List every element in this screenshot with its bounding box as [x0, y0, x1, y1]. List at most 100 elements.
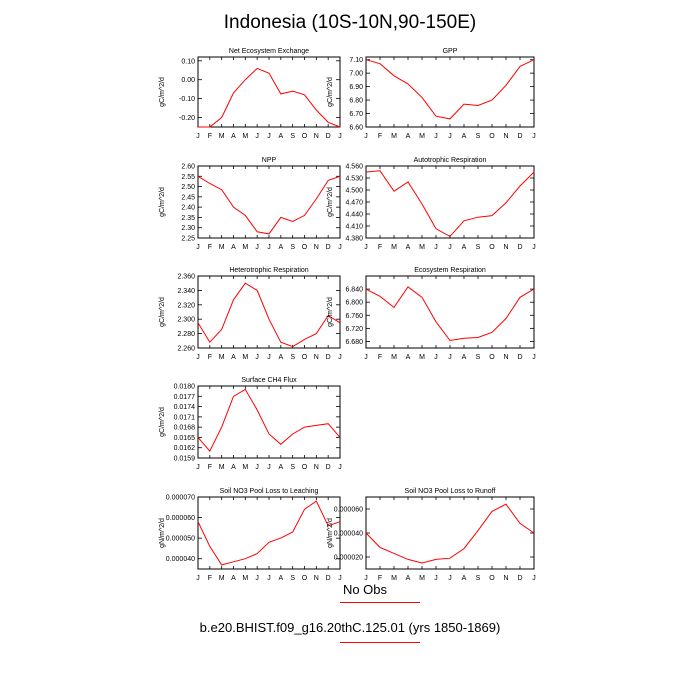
y-tick-label: 0.0180	[174, 384, 196, 391]
y-axis-label: gC/m^2/d	[327, 187, 334, 217]
y-tick-label: 6.680	[345, 339, 363, 346]
x-tick-label: N	[314, 575, 319, 582]
y-axis-label: gC/m^2/d	[159, 77, 166, 107]
x-tick-label: A	[278, 133, 283, 140]
x-tick-label: J	[196, 244, 200, 251]
x-tick-label: A	[406, 575, 411, 582]
series-line	[365, 170, 535, 238]
y-tick-label: 4.380	[345, 236, 363, 243]
plot-frame	[197, 385, 341, 459]
x-tick-label: J	[448, 133, 452, 140]
x-tick-label: J	[255, 464, 259, 471]
x-tick-label: J	[434, 244, 438, 251]
x-tick-label: J	[267, 575, 271, 582]
plot-frame	[365, 165, 535, 239]
x-tick-label: S	[476, 354, 481, 361]
panel-title: NPP	[262, 157, 277, 164]
chart-panel-1: Net Ecosystem Exchange gC/m^2/d 0.10 0.00 -0…	[159, 48, 342, 140]
y-tick-label: 0.000020	[334, 555, 363, 562]
y-tick-label: 0.0168	[174, 425, 196, 432]
x-tick-label: J	[434, 575, 438, 582]
x-tick-label: J	[364, 575, 368, 582]
y-tick-label: 0.0177	[174, 394, 196, 401]
chart-panel-6: Ecosystem Respiration gC/m^2/d 6.840 6.800 6…	[327, 267, 536, 361]
x-tick-label: J	[448, 354, 452, 361]
x-tick-label: J	[338, 244, 342, 251]
x-tick-label: S	[290, 354, 295, 361]
x-tick-label: J	[196, 354, 200, 361]
x-tick-label: N	[314, 244, 319, 251]
x-tick-label: J	[338, 133, 342, 140]
x-tick-label: O	[489, 354, 495, 361]
x-tick-label: A	[406, 244, 411, 251]
plot-frame	[197, 56, 341, 128]
x-tick-label: M	[219, 354, 225, 361]
y-tick-label: 6.720	[345, 326, 363, 333]
y-tick-label: 4.530	[345, 176, 363, 183]
series-line	[365, 59, 535, 120]
x-tick-label: O	[489, 244, 495, 251]
x-tick-label: M	[219, 133, 225, 140]
x-tick-label: J	[338, 354, 342, 361]
y-tick-label: 0.0171	[174, 414, 196, 421]
x-tick-label: J	[196, 464, 200, 471]
x-tick-label: F	[208, 133, 212, 140]
y-tick-label: 0.000070	[166, 495, 195, 502]
panel-title: Autotrophic Respiration	[414, 157, 487, 164]
x-tick-label: O	[302, 464, 308, 471]
chart-panel-7: Surface CH4 Flux gC/m^2/d 0.0180 0.0177 0.01…	[159, 377, 342, 471]
y-tick-label: 0.000060	[166, 515, 195, 522]
panel-title: Net Ecosystem Exchange	[229, 48, 309, 55]
x-tick-label: A	[231, 354, 236, 361]
x-tick-label: N	[503, 575, 508, 582]
y-tick-label: 7.00	[349, 71, 363, 78]
x-tick-label: M	[242, 354, 248, 361]
x-tick-label: A	[278, 244, 283, 251]
y-axis-label: gC/m^2/d	[159, 187, 166, 217]
x-tick-label: A	[406, 133, 411, 140]
x-tick-label: M	[242, 133, 248, 140]
series-line	[197, 175, 341, 235]
x-tick-label: D	[326, 133, 331, 140]
x-tick-label: N	[503, 133, 508, 140]
x-tick-label: A	[462, 133, 467, 140]
y-tick-label: 4.470	[345, 200, 363, 207]
y-axis-label: gC/m^2/d	[159, 297, 166, 327]
y-tick-label: 2.55	[181, 174, 195, 181]
x-tick-label: D	[517, 575, 522, 582]
panel-title: Ecosystem Respiration	[414, 267, 486, 274]
x-tick-label: D	[517, 354, 522, 361]
x-tick-label: D	[326, 244, 331, 251]
x-tick-label: A	[406, 354, 411, 361]
y-tick-label: 2.280	[177, 331, 195, 338]
chart-panel-9: Soil NO3 Pool Loss to Runoff gN/m^2/d0.00…	[327, 488, 536, 582]
x-tick-label: S	[476, 244, 481, 251]
x-tick-label: J	[448, 244, 452, 251]
plot-frame	[197, 275, 341, 349]
series-line	[197, 282, 341, 348]
x-tick-label: M	[419, 244, 425, 251]
x-tick-label: S	[290, 133, 295, 140]
y-tick-label: 2.25	[181, 236, 195, 243]
x-tick-label: M	[242, 464, 248, 471]
x-tick-label: F	[208, 244, 212, 251]
panel-title: Surface CH4 Flux	[241, 377, 297, 384]
y-tick-label: 7.10	[349, 57, 363, 64]
x-tick-label: S	[476, 133, 481, 140]
x-tick-label: J	[255, 575, 259, 582]
x-tick-label: N	[314, 464, 319, 471]
chart-panel-4: Autotrophic Respiration gC/m^2/d 4.560 4.53…	[327, 157, 536, 251]
x-tick-label: J	[196, 133, 200, 140]
x-tick-label: A	[231, 464, 236, 471]
series-line	[197, 500, 341, 566]
y-tick-label: 2.50	[181, 184, 195, 191]
x-tick-label: N	[503, 244, 508, 251]
series-line	[365, 286, 535, 342]
x-tick-label: M	[419, 133, 425, 140]
x-tick-label: A	[462, 354, 467, 361]
x-tick-label: J	[267, 354, 271, 361]
y-tick-label: 4.410	[345, 224, 363, 231]
x-tick-label: S	[290, 464, 295, 471]
x-tick-label: M	[219, 464, 225, 471]
panel-title: Soil NO3 Pool Loss to Runoff	[405, 488, 496, 495]
